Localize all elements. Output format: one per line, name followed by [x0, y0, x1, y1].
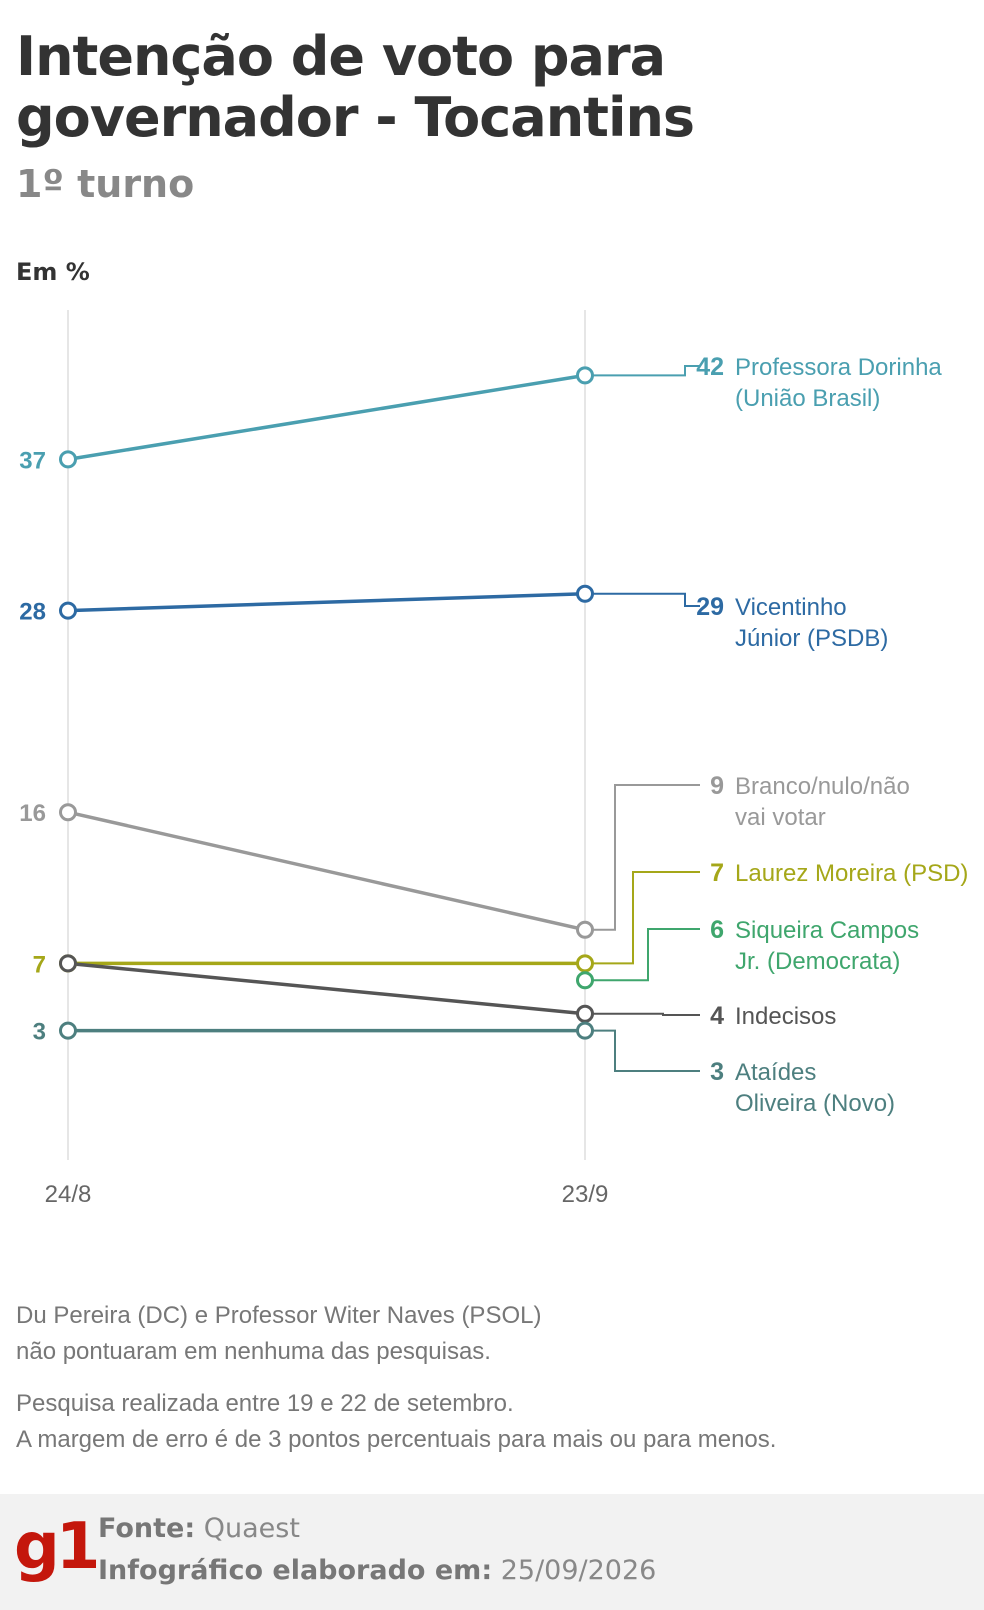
label-connector — [593, 784, 700, 931]
source-label: Fonte: — [98, 1513, 196, 1544]
series-name-label: Ataídes — [735, 1059, 816, 1086]
data-point — [59, 803, 77, 822]
note-line-2: não pontuaram em nenhuma das pesquisas. — [16, 1338, 491, 1365]
end-value-label: 9 — [710, 772, 724, 800]
start-value-label: 16 — [19, 800, 46, 827]
data-point — [576, 366, 594, 385]
end-value-label: 7 — [710, 859, 724, 887]
footer: g1 Fonte: Quaest Infográfico elaborado e… — [0, 1494, 984, 1610]
data-point — [576, 1021, 594, 1040]
label-connector — [593, 871, 700, 965]
series-name-label: Indecisos — [735, 1003, 836, 1030]
data-point — [576, 971, 594, 990]
series-name-label: Professora Dorinha — [735, 354, 942, 381]
data-point — [576, 920, 594, 939]
source-line: Fonte: Quaest — [98, 1512, 300, 1546]
series-name-label: Laurez Moreira (PSD) — [735, 860, 968, 887]
label-connector — [593, 592, 700, 607]
start-value-label: 37 — [19, 447, 46, 474]
end-value-label: 4 — [710, 1002, 724, 1030]
end-value-label: 42 — [696, 353, 724, 381]
series-line — [67, 810, 586, 932]
g1-logo: g1 — [14, 1510, 100, 1584]
note-candidates: Du Pereira (DC) e Professor Witer Naves … — [16, 1298, 966, 1370]
series-name-label: Júnior (PSDB) — [735, 625, 888, 652]
x-tick-label: 23/9 — [562, 1181, 609, 1208]
note-line-1: Du Pereira (DC) e Professor Witer Naves … — [16, 1302, 542, 1329]
date-value: 25/09/2026 — [500, 1555, 657, 1586]
date-label: Infográfico elaborado em: — [98, 1555, 493, 1586]
data-point — [576, 584, 594, 603]
data-point — [59, 450, 77, 469]
series-name-label: vai votar — [735, 804, 826, 831]
chart-title: Intenção de voto para governador - Tocan… — [16, 25, 695, 149]
series-name-label: Jr. (Democrata) — [735, 948, 900, 975]
data-point — [59, 601, 77, 620]
data-point — [576, 1004, 594, 1023]
notes: Du Pereira (DC) e Professor Witer Naves … — [16, 1298, 966, 1474]
series-line — [67, 373, 586, 462]
series-name-label: Oliveira (Novo) — [735, 1090, 895, 1117]
series-name-label: Branco/nulo/não — [735, 773, 910, 800]
note-methodology: Pesquisa realizada entre 19 e 22 de sete… — [16, 1386, 966, 1458]
label-connector — [593, 365, 700, 377]
line-chart: 24/8 23/9 42 Professora Dorinha (União Brasi… — [19, 310, 968, 1208]
series-line — [67, 592, 586, 613]
label-connector — [593, 928, 700, 982]
series-line — [67, 961, 586, 1016]
unit-label: Em % — [16, 258, 90, 286]
chart-subtitle: 1º turno — [16, 162, 195, 206]
series-name-label: (União Brasil) — [735, 385, 880, 412]
note-line-3: Pesquisa realizada entre 19 e 22 de sete… — [16, 1390, 514, 1417]
end-value-label: 3 — [710, 1058, 724, 1086]
data-point — [576, 954, 594, 973]
data-point — [59, 1021, 77, 1040]
note-line-4: A margem de erro é de 3 pontos percentua… — [16, 1426, 777, 1453]
end-value-label: 6 — [710, 916, 724, 944]
x-tick-label: 24/8 — [45, 1181, 92, 1208]
series-name-label: Siqueira Campos — [735, 917, 919, 944]
data-point — [59, 954, 77, 973]
start-value-label: 3 — [33, 1019, 46, 1046]
label-connector — [593, 1029, 700, 1072]
start-value-label: 7 — [33, 951, 46, 978]
end-value-label: 29 — [696, 593, 724, 621]
date-line: Infográfico elaborado em: 25/09/2026 — [98, 1554, 656, 1588]
series-name-label: Vicentinho — [735, 594, 847, 621]
start-value-label: 28 — [19, 599, 46, 626]
label-connector — [593, 1012, 700, 1016]
source-value: Quaest — [203, 1513, 300, 1544]
